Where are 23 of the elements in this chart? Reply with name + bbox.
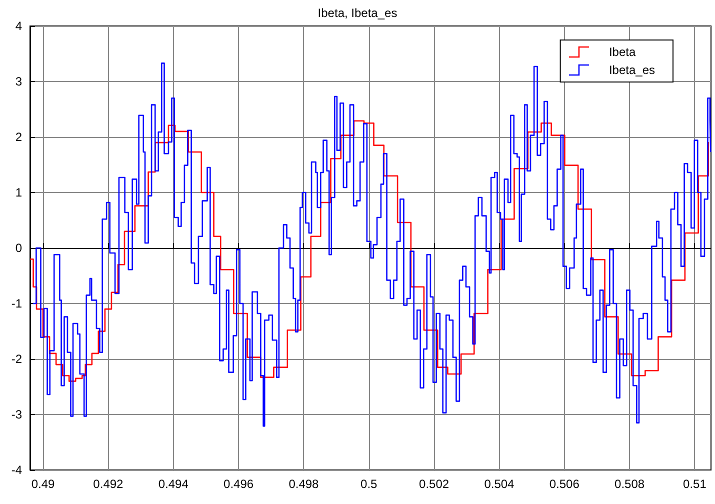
y-tick-label: -1 [11, 296, 22, 310]
y-tick-label: 0 [15, 241, 22, 255]
x-tick-label: 0.506 [549, 477, 580, 491]
legend-label: Ibeta [608, 45, 636, 59]
y-tick-label: 3 [15, 74, 22, 88]
x-tick-label: 0.496 [224, 477, 254, 491]
y-tick-label: -2 [11, 352, 22, 366]
x-tick-label: 0.51 [683, 477, 707, 491]
y-tick-label: 1 [15, 186, 22, 200]
x-tick-label: 0.508 [614, 477, 645, 491]
y-tick-label: 2 [15, 130, 22, 144]
x-tick-label: 0.494 [158, 477, 189, 491]
x-tick-label: 0.504 [484, 477, 515, 491]
y-tick-label: 4 [15, 19, 22, 33]
y-tick-label: -3 [11, 408, 22, 422]
legend-label: Ibeta_es [608, 63, 656, 77]
y-tick-label: -4 [11, 463, 22, 477]
x-tick-label: 0.49 [31, 477, 56, 491]
x-tick-label: 0.498 [288, 477, 320, 491]
x-tick-label: 0.5 [360, 477, 378, 491]
x-tick-label: 0.502 [419, 477, 450, 491]
chart-title: Ibeta, Ibeta_es [318, 6, 398, 20]
x-tick-label: 0.492 [93, 477, 124, 491]
